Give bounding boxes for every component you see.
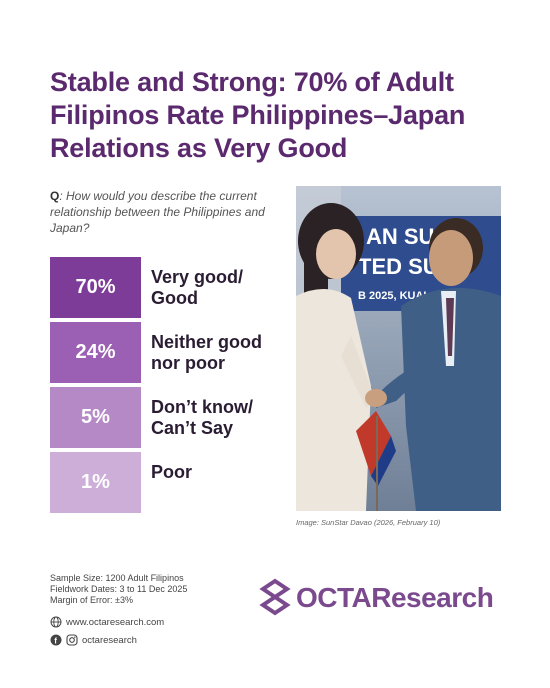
summit-photo: AN SUM TED SUM B 2025, KUALA L bbox=[296, 186, 501, 511]
result-row: 1% Poor bbox=[50, 452, 290, 517]
response-label: Neither good nor poor bbox=[151, 332, 262, 373]
sample-size: Sample Size: 1200 Adult Filipinos bbox=[50, 573, 184, 583]
result-row: 24% Neither good nor poor bbox=[50, 322, 290, 387]
octa-mark-icon bbox=[259, 578, 291, 616]
response-label: Very good/ Good bbox=[151, 267, 244, 308]
svg-text:f: f bbox=[54, 637, 57, 646]
percent-box: 24% bbox=[50, 322, 141, 383]
octa-logo: OCTAResearch bbox=[258, 578, 494, 618]
survey-question: Q: How would you describe the current re… bbox=[50, 188, 290, 236]
result-row: 5% Don’t know/ Can’t Say bbox=[50, 387, 290, 452]
result-row: 70% Very good/ Good bbox=[50, 257, 290, 322]
question-prefix: Q bbox=[50, 189, 60, 203]
facebook-icon[interactable]: f bbox=[50, 634, 62, 646]
social-handle[interactable]: octaresearch bbox=[82, 634, 137, 646]
instagram-icon[interactable] bbox=[66, 634, 78, 646]
website-link[interactable]: www.octaresearch.com bbox=[66, 616, 165, 628]
photo-caption: Image: SunStar Davao (2026, February 10) bbox=[296, 518, 441, 527]
handshake-photo: AN SUM TED SUM B 2025, KUALA L bbox=[296, 186, 501, 511]
percent-box: 1% bbox=[50, 452, 141, 513]
response-label: Poor bbox=[151, 462, 193, 482]
page-title: Stable and Strong: 70% of Adult Filipino… bbox=[50, 67, 466, 163]
margin-of-error: Margin of Error: ±3% bbox=[50, 595, 133, 605]
percent-box: 70% bbox=[50, 257, 141, 318]
logo-text: OCTAResearch bbox=[296, 582, 494, 613]
percent-box: 5% bbox=[50, 387, 141, 448]
fieldwork-dates: Fieldwork Dates: 3 to 11 Dec 2025 bbox=[50, 584, 188, 594]
survey-metadata: Sample Size: 1200 Adult Filipinos Fieldw… bbox=[50, 573, 187, 606]
globe-icon bbox=[50, 616, 62, 628]
results-chart: 70% Very good/ Good 24% Neither good nor po… bbox=[50, 257, 290, 517]
question-text: : How would you describe the current rel… bbox=[50, 189, 265, 235]
response-label: Don’t know/ Can’t Say bbox=[151, 397, 253, 438]
contact-info: www.octaresearch.com f octaresearch bbox=[50, 614, 164, 650]
